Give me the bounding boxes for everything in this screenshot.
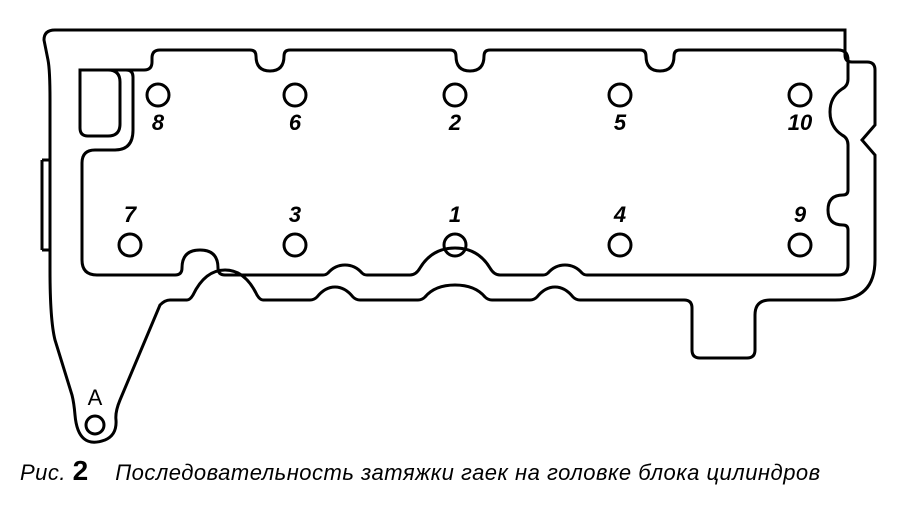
point-a-circle: [86, 416, 104, 434]
nut-label-2: 2: [448, 110, 462, 135]
nut-3: [284, 234, 306, 256]
nut-label-4: 4: [613, 202, 626, 227]
diagram-container: { "figure": { "type": "diagram", "captio…: [0, 0, 914, 508]
nut-label-10: 10: [788, 110, 813, 135]
nut-label-9: 9: [794, 202, 807, 227]
nut-label-7: 7: [124, 202, 138, 227]
point-a-group: А: [86, 385, 104, 434]
nut-label-5: 5: [614, 110, 627, 135]
point-a-label: А: [88, 385, 103, 410]
caption-number: 2: [73, 455, 89, 486]
nut-2: [444, 84, 466, 106]
caption-prefix: Рис.: [20, 460, 66, 485]
cylinder-head-diagram: 1 2 3 4 5 6 7 8 9 10 А: [0, 0, 914, 508]
nut-9: [789, 234, 811, 256]
nut-8: [147, 84, 169, 106]
nuts-group: 1 2 3 4 5 6 7 8 9 10: [119, 84, 813, 256]
nut-4: [609, 234, 631, 256]
nut-label-6: 6: [289, 110, 302, 135]
nut-label-3: 3: [289, 202, 301, 227]
nut-7: [119, 234, 141, 256]
nut-5: [609, 84, 631, 106]
nut-1: [444, 234, 466, 256]
nut-label-1: 1: [449, 202, 461, 227]
caption-text: Последовательность затяжки гаек на голов…: [115, 460, 820, 485]
figure-caption: Рис. 2 Последовательность затяжки гаек н…: [20, 455, 900, 487]
nut-6: [284, 84, 306, 106]
nut-label-8: 8: [152, 110, 165, 135]
nut-10: [789, 84, 811, 106]
